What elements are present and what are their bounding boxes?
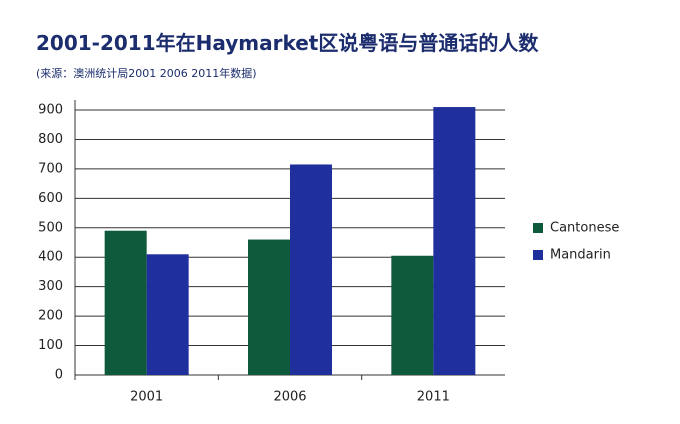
x-tick-label: 2006 xyxy=(273,390,306,405)
y-tick-label: 100 xyxy=(38,338,63,353)
legend-swatch xyxy=(533,250,543,260)
bar xyxy=(290,164,332,375)
bar xyxy=(433,107,476,376)
bar xyxy=(146,254,189,375)
y-tick-label: 900 xyxy=(38,103,63,118)
y-tick-label: 200 xyxy=(38,309,63,324)
y-tick-label: 400 xyxy=(38,250,63,265)
y-tick-label: 600 xyxy=(38,191,63,206)
y-tick-label: 0 xyxy=(55,368,63,383)
y-tick-label: 500 xyxy=(38,220,63,235)
chart-title: 2001-2011年在Haymarket区说粤语与普通话的人数 xyxy=(36,31,539,55)
x-tick-label: 2001 xyxy=(130,390,163,405)
bar xyxy=(104,230,147,375)
bar xyxy=(391,255,434,375)
bar xyxy=(248,239,290,375)
legend-label: Mandarin xyxy=(550,248,611,263)
y-tick-label: 300 xyxy=(38,279,63,294)
y-tick-label: 800 xyxy=(38,132,63,147)
y-tick-label: 700 xyxy=(38,161,63,176)
x-tick-label: 2011 xyxy=(417,390,450,405)
legend-swatch xyxy=(533,223,543,233)
chart-subtitle: (来源：澳洲统计局2001 2006 2011年数据) xyxy=(36,66,257,80)
legend-label: Cantonese xyxy=(550,221,619,236)
